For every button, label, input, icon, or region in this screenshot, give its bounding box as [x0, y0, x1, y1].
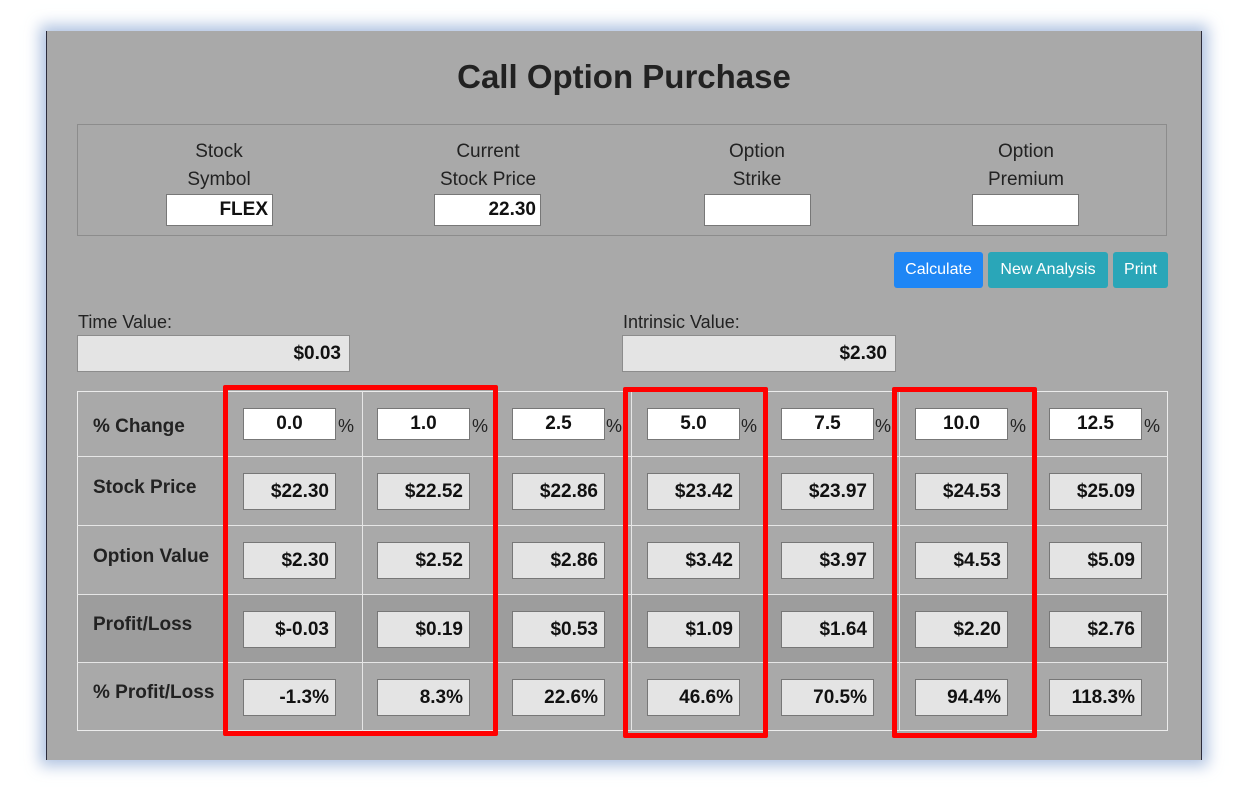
percent-sign: % [606, 416, 623, 436]
pct-profit-loss-cell: -1.3% [243, 679, 336, 716]
row-divider [77, 525, 1168, 526]
row-label-pct-profit-loss: % Profit/Loss [93, 682, 215, 703]
column-divider [631, 391, 632, 731]
row-divider [77, 662, 1168, 663]
row-divider [77, 594, 1168, 595]
calculate-button[interactable]: Calculate [894, 252, 983, 288]
current-price-input[interactable]: 22.30 [434, 194, 541, 226]
stock-price-cell: $25.09 [1049, 473, 1142, 510]
intrinsic-value-field: $2.30 [622, 335, 896, 372]
stock-symbol-input[interactable]: FLEX [166, 194, 273, 226]
profit-loss-cell: $0.53 [512, 611, 605, 648]
option-premium-label: Option Premium [926, 138, 1126, 194]
row-label-option-value: Option Value [93, 546, 210, 567]
stock-symbol-label-line1: Stock [195, 141, 243, 162]
row-divider [77, 456, 1168, 457]
print-button[interactable]: Print [1113, 252, 1168, 288]
pct-change-input[interactable]: 5.0 [647, 408, 740, 440]
pct-change-input[interactable]: 12.5 [1049, 408, 1142, 440]
profit-loss-cell: $2.20 [915, 611, 1008, 648]
option-premium-label-line2: Premium [987, 169, 1064, 190]
current-price-label-line2: Stock Price [439, 169, 537, 190]
option-strike-input[interactable] [704, 194, 811, 226]
percent-sign: % [875, 416, 892, 436]
pct-profit-loss-cell: 22.6% [512, 679, 605, 716]
stock-symbol-label-line2: Symbol [187, 169, 251, 190]
highlight-box [892, 387, 1037, 738]
option-value-cell: $5.09 [1049, 542, 1142, 579]
pct-change-input[interactable]: 10.0 [915, 408, 1008, 440]
profit-loss-cell: $1.64 [781, 611, 874, 648]
percent-sign: % [1144, 416, 1161, 436]
row-label-pct-change: % Change [93, 416, 185, 437]
pct-profit-loss-cell: 94.4% [915, 679, 1008, 716]
pct-profit-loss-cell: 118.3% [1049, 679, 1142, 716]
percent-sign: % [472, 416, 489, 436]
pct-profit-loss-cell: 46.6% [647, 679, 740, 716]
percent-sign: % [338, 416, 355, 436]
highlight-box [223, 385, 498, 736]
time-value-label: Time Value: [78, 312, 173, 332]
percent-sign: % [1010, 416, 1027, 436]
stock-price-cell: $22.30 [243, 473, 336, 510]
stock-price-cell: $23.42 [647, 473, 740, 510]
stock-price-cell: $22.52 [377, 473, 470, 510]
option-strike-label: Option Strike [657, 138, 857, 194]
option-value-cell: $2.86 [512, 542, 605, 579]
profit-loss-cell: $0.19 [377, 611, 470, 648]
column-divider [362, 391, 363, 731]
column-divider [899, 391, 900, 731]
option-premium-input[interactable] [972, 194, 1079, 226]
new-analysis-button[interactable]: New Analysis [988, 252, 1108, 288]
pct-profit-loss-cell: 8.3% [377, 679, 470, 716]
pct-change-input[interactable]: 0.0 [243, 408, 336, 440]
option-value-cell: $3.97 [781, 542, 874, 579]
highlight-box [623, 387, 768, 738]
option-value-cell: $2.52 [377, 542, 470, 579]
profit-loss-cell: $2.76 [1049, 611, 1142, 648]
pct-change-input[interactable]: 2.5 [512, 408, 605, 440]
intrinsic-value-label: Intrinsic Value: [623, 312, 740, 332]
option-strike-label-line1: Option [729, 141, 785, 162]
stock-price-cell: $22.86 [512, 473, 605, 510]
inputs-section [77, 124, 1167, 236]
row-label-profit-loss: Profit/Loss [93, 614, 193, 635]
page-title: Call Option Purchase [457, 58, 791, 95]
current-price-label: Current Stock Price [388, 138, 588, 194]
pct-change-input[interactable]: 7.5 [781, 408, 874, 440]
option-value-cell: $2.30 [243, 542, 336, 579]
option-premium-label-line1: Option [998, 141, 1054, 162]
option-value-cell: $4.53 [915, 542, 1008, 579]
stock-price-cell: $23.97 [781, 473, 874, 510]
row-label-stock-price: Stock Price [93, 477, 197, 498]
stock-symbol-label: Stock Symbol [119, 138, 319, 194]
pct-change-input[interactable]: 1.0 [377, 408, 470, 440]
stock-price-cell: $24.53 [915, 473, 1008, 510]
time-value-field: $0.03 [77, 335, 350, 372]
profit-loss-cell: $1.09 [647, 611, 740, 648]
option-value-cell: $3.42 [647, 542, 740, 579]
profit-loss-cell: $-0.03 [243, 611, 336, 648]
option-strike-label-line2: Strike [732, 169, 782, 190]
percent-sign: % [741, 416, 758, 436]
pct-profit-loss-cell: 70.5% [781, 679, 874, 716]
current-price-label-line1: Current [456, 141, 520, 162]
